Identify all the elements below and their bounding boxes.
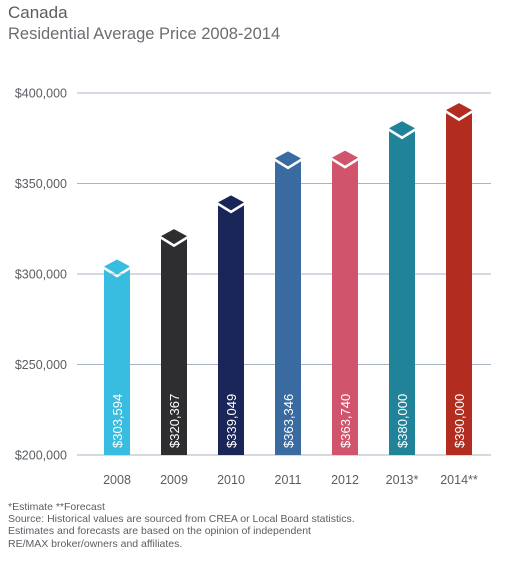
bar-value-label: $320,367 [167, 394, 182, 448]
x-tick-label: 2008 [103, 473, 131, 487]
bar [104, 269, 130, 455]
x-axis-tick-labels: 2008 2009 2010 2011 2012 2013* 2014** [103, 473, 478, 487]
y-tick-label: $350,000 [15, 177, 67, 191]
chart-subtitle: Residential Average Price 2008-2014 [8, 25, 281, 43]
bar-value-label: $380,000 [395, 394, 410, 448]
bar-group: $363,346 [275, 151, 301, 455]
bar-value-label: $339,049 [224, 394, 239, 448]
bar [332, 160, 358, 455]
bar-value-label: $363,740 [338, 394, 353, 448]
x-tick-label: 2009 [160, 473, 188, 487]
bar-group: $363,740 [332, 150, 358, 455]
x-tick-label: 2011 [275, 473, 302, 487]
footnote-affiliates: RE/MAX broker/owners and affiliates. [8, 537, 183, 550]
bar [446, 113, 472, 455]
footnote-estimate: *Estimate **Forecast [8, 501, 105, 513]
bar-value-label: $363,346 [281, 394, 296, 448]
bar [161, 239, 187, 455]
footnote-source: Source: Historical values are sourced fr… [8, 513, 355, 526]
y-axis-tick-labels: $200,000 $250,000 $300,000 $350,000 $400,000 [15, 87, 67, 463]
bar-cap [104, 259, 130, 275]
y-tick-label: $250,000 [15, 358, 67, 372]
bar-cap [161, 229, 187, 245]
bar [389, 131, 415, 455]
bar-cap [389, 121, 415, 137]
bar-group: $320,367 [161, 229, 187, 455]
footnote-estimates-basis: Estimates and forecasts are based on the… [8, 525, 311, 538]
bar-group: $339,049 [218, 195, 244, 455]
bar-value-label: $303,594 [110, 394, 125, 448]
x-tick-label: 2010 [217, 473, 245, 487]
x-tick-label: 2013* [386, 473, 419, 487]
y-tick-label: $200,000 [15, 449, 67, 463]
x-tick-label: 2014** [440, 473, 478, 487]
chart-title: Canada [8, 3, 68, 22]
x-tick-label: 2012 [331, 473, 359, 487]
bar [275, 161, 301, 455]
y-tick-label: $400,000 [15, 87, 67, 101]
bar-cap [332, 150, 358, 166]
bar-value-label: $390,000 [452, 394, 467, 448]
bar-cap [275, 151, 301, 167]
bar-cap [446, 103, 472, 119]
y-tick-label: $300,000 [15, 268, 67, 282]
bar-group: $390,000 [446, 103, 472, 455]
bar-group: $380,000 [389, 121, 415, 455]
bars: $303,594 $320,367 $339,049 $363,346 $363,740… [104, 103, 472, 455]
footnotes: *Estimate **Forecast Source: Historical … [8, 501, 355, 550]
bar-group: $303,594 [104, 259, 130, 455]
bar-cap [218, 195, 244, 211]
bar-chart: $200,000 $250,000 $300,000 $350,000 $400,000… [15, 87, 491, 487]
bar [218, 205, 244, 455]
